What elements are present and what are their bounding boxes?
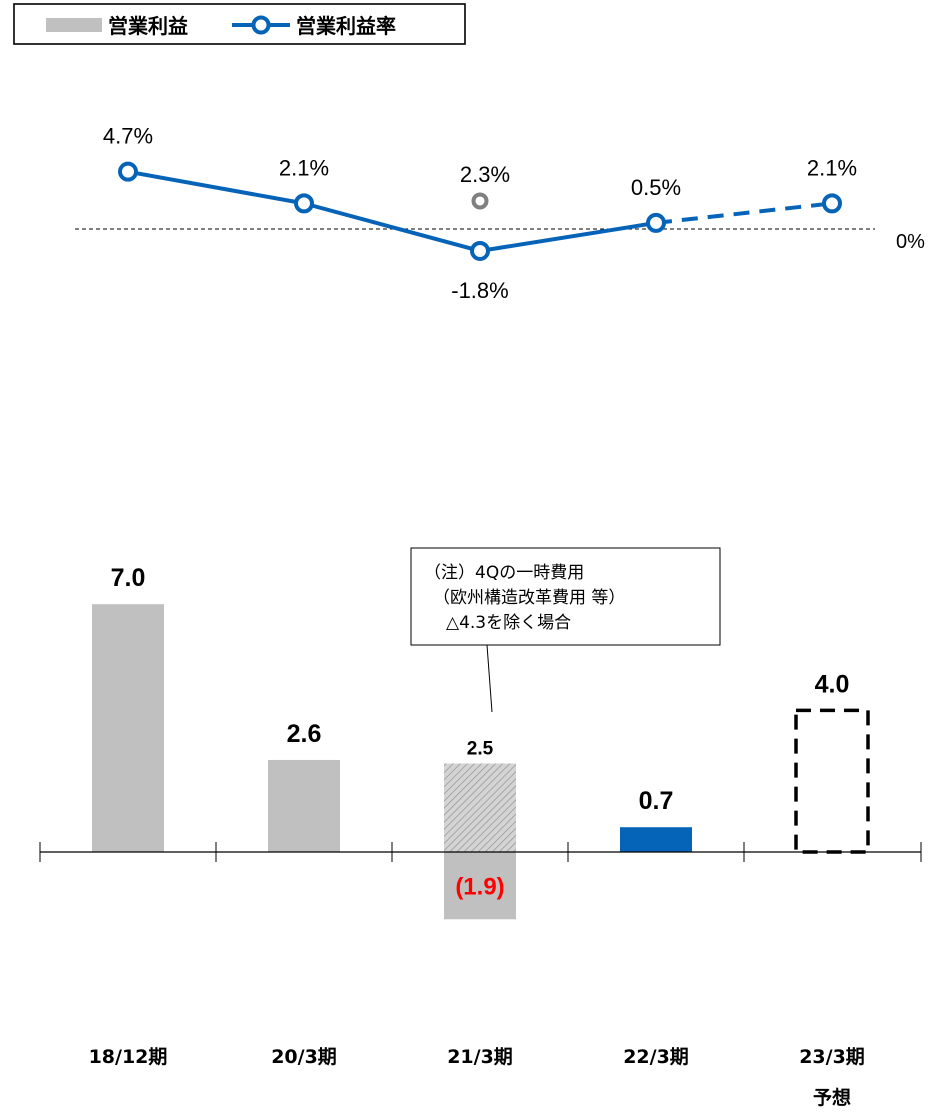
note-line-1: （注）4Qの一時費用 xyxy=(424,563,584,583)
margin-line-segment xyxy=(479,220,657,253)
profit-alt-bar-label: 2.5 xyxy=(467,739,494,760)
margin-line-segment xyxy=(303,201,481,253)
profit-bar-label: 4.0 xyxy=(815,670,850,698)
note-callout: （注）4Qの一時費用 （欧州構造改革費用 等） △4.3を除く場合 xyxy=(410,547,721,713)
category-sublabel: 予想 xyxy=(813,1086,851,1109)
margin-point-label: 0.5% xyxy=(631,175,681,200)
profit-bar xyxy=(444,852,516,920)
margin-line-forecast-segment xyxy=(655,201,833,225)
margin-alt-point-label: 2.3% xyxy=(460,162,510,187)
profit-bar-forecast xyxy=(794,708,870,854)
category-label: 23/3期 xyxy=(799,1046,865,1068)
margin-line-segment xyxy=(127,169,305,206)
profit-bar-label: (1.9) xyxy=(455,874,504,901)
margin-point-label: 2.1% xyxy=(807,155,857,180)
category-label: 22/3期 xyxy=(623,1046,689,1068)
category-label: 21/3期 xyxy=(447,1046,513,1068)
operating-profit-bar-chart: 7.0 2.6 (1.9) 0.7 4.0 2.5 18/12期 20/3期 21/3期 22/… xyxy=(39,564,922,1109)
legend-line-marker xyxy=(251,15,271,35)
margin-point xyxy=(822,193,842,214)
legend-line-label: 営業利益率 xyxy=(296,14,396,38)
legend-bar-label: 営業利益 xyxy=(108,14,188,38)
profit-bar-label: 7.0 xyxy=(111,564,146,592)
profit-bar xyxy=(268,759,340,852)
note-line-3: △4.3を除く場合 xyxy=(446,613,571,633)
note-line-2: （欧州構造改革費用 等） xyxy=(433,588,625,608)
margin-point xyxy=(646,212,666,233)
legend: 営業利益 営業利益率 xyxy=(13,3,466,45)
note-leader-line xyxy=(486,644,493,713)
margin-point-label: 4.7% xyxy=(103,124,153,149)
margin-point-label: 2.1% xyxy=(279,155,329,180)
profit-bar-label: 2.6 xyxy=(287,720,322,748)
profit-bar-label: 0.7 xyxy=(639,787,674,815)
note-box xyxy=(410,547,721,646)
margin-point xyxy=(294,193,314,214)
profit-alt-bar xyxy=(444,763,516,852)
margin-point xyxy=(470,240,490,261)
margin-alt-point xyxy=(471,192,489,210)
profit-bar xyxy=(92,604,164,852)
category-label: 18/12期 xyxy=(89,1046,168,1068)
operating-margin-line-chart: 0% 4.7% 2.1% -1.8% 0.5% 2.1% 2.3% xyxy=(75,124,925,303)
margin-point-label: -1.8% xyxy=(451,278,508,303)
category-label: 20/3期 xyxy=(271,1046,337,1068)
margin-point xyxy=(118,161,138,182)
profit-bar xyxy=(620,827,692,852)
zero-label: 0% xyxy=(896,231,925,253)
legend-bar-swatch xyxy=(46,18,102,32)
